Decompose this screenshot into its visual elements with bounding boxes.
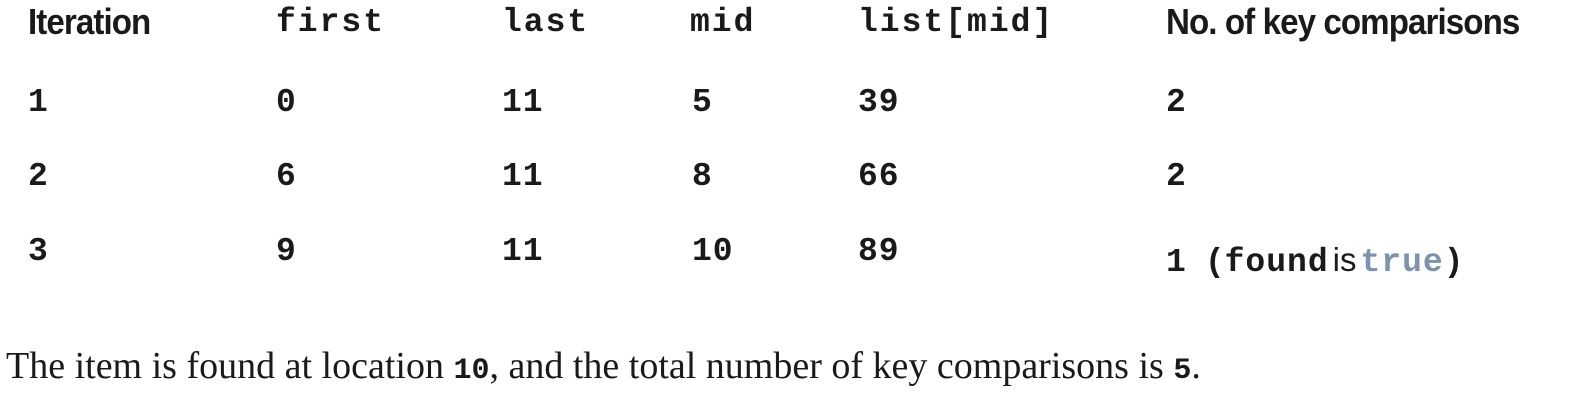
summary-location-value: 10 xyxy=(453,354,490,388)
found-note-close-paren: ) xyxy=(1443,244,1465,281)
header-list-mid: list[mid] xyxy=(858,4,1055,41)
row-3-list-mid: 89 xyxy=(858,233,900,270)
row-2-iteration: 2 xyxy=(28,158,49,195)
header-first: first xyxy=(276,4,386,41)
row-3-first: 9 xyxy=(276,233,297,270)
row-1-iteration: 1 xyxy=(28,84,49,121)
header-mid: mid xyxy=(690,4,756,41)
row-2-last: 11 xyxy=(502,158,544,195)
found-note-is: is xyxy=(1332,241,1357,278)
row-1-list-mid: 39 xyxy=(858,84,900,121)
row-1-comparisons: 2 xyxy=(1166,84,1187,121)
row-2-first: 6 xyxy=(276,158,297,195)
binary-search-trace-table: Iteration first last mid list[mid] No. o… xyxy=(28,1,1520,280)
found-note-open-paren: ( xyxy=(1204,244,1225,281)
row-2-list-mid: 66 xyxy=(858,158,900,195)
header-last: last xyxy=(502,4,590,41)
result-summary-sentence: The item is found at location 10, and th… xyxy=(6,347,1201,386)
row-1-first: 0 xyxy=(276,84,297,121)
header-iteration: Iteration xyxy=(28,1,151,42)
header-key-comparisons: No. of key comparisons xyxy=(1166,1,1520,42)
summary-text-end: . xyxy=(1191,345,1201,387)
row-3-comparisons: 1 xyxy=(1166,244,1187,281)
row-3-last: 11 xyxy=(502,233,544,270)
row-1-last: 11 xyxy=(502,84,544,121)
row-3-iteration: 3 xyxy=(28,233,49,270)
row-1-mid: 5 xyxy=(692,84,713,121)
row-2-comparisons: 2 xyxy=(1166,158,1187,195)
row-3-comparisons-cell: 1 (found is true) xyxy=(1166,243,1465,279)
row-2-mid: 8 xyxy=(692,158,713,195)
found-note-true-keyword: true xyxy=(1360,244,1444,281)
summary-total-value: 5 xyxy=(1173,354,1192,388)
summary-text-middle: , and the total number of key comparison… xyxy=(489,345,1174,387)
summary-text-start: The item is found at location xyxy=(6,345,454,387)
found-note-found-keyword: found xyxy=(1224,244,1329,281)
row-3-mid: 10 xyxy=(692,233,734,270)
